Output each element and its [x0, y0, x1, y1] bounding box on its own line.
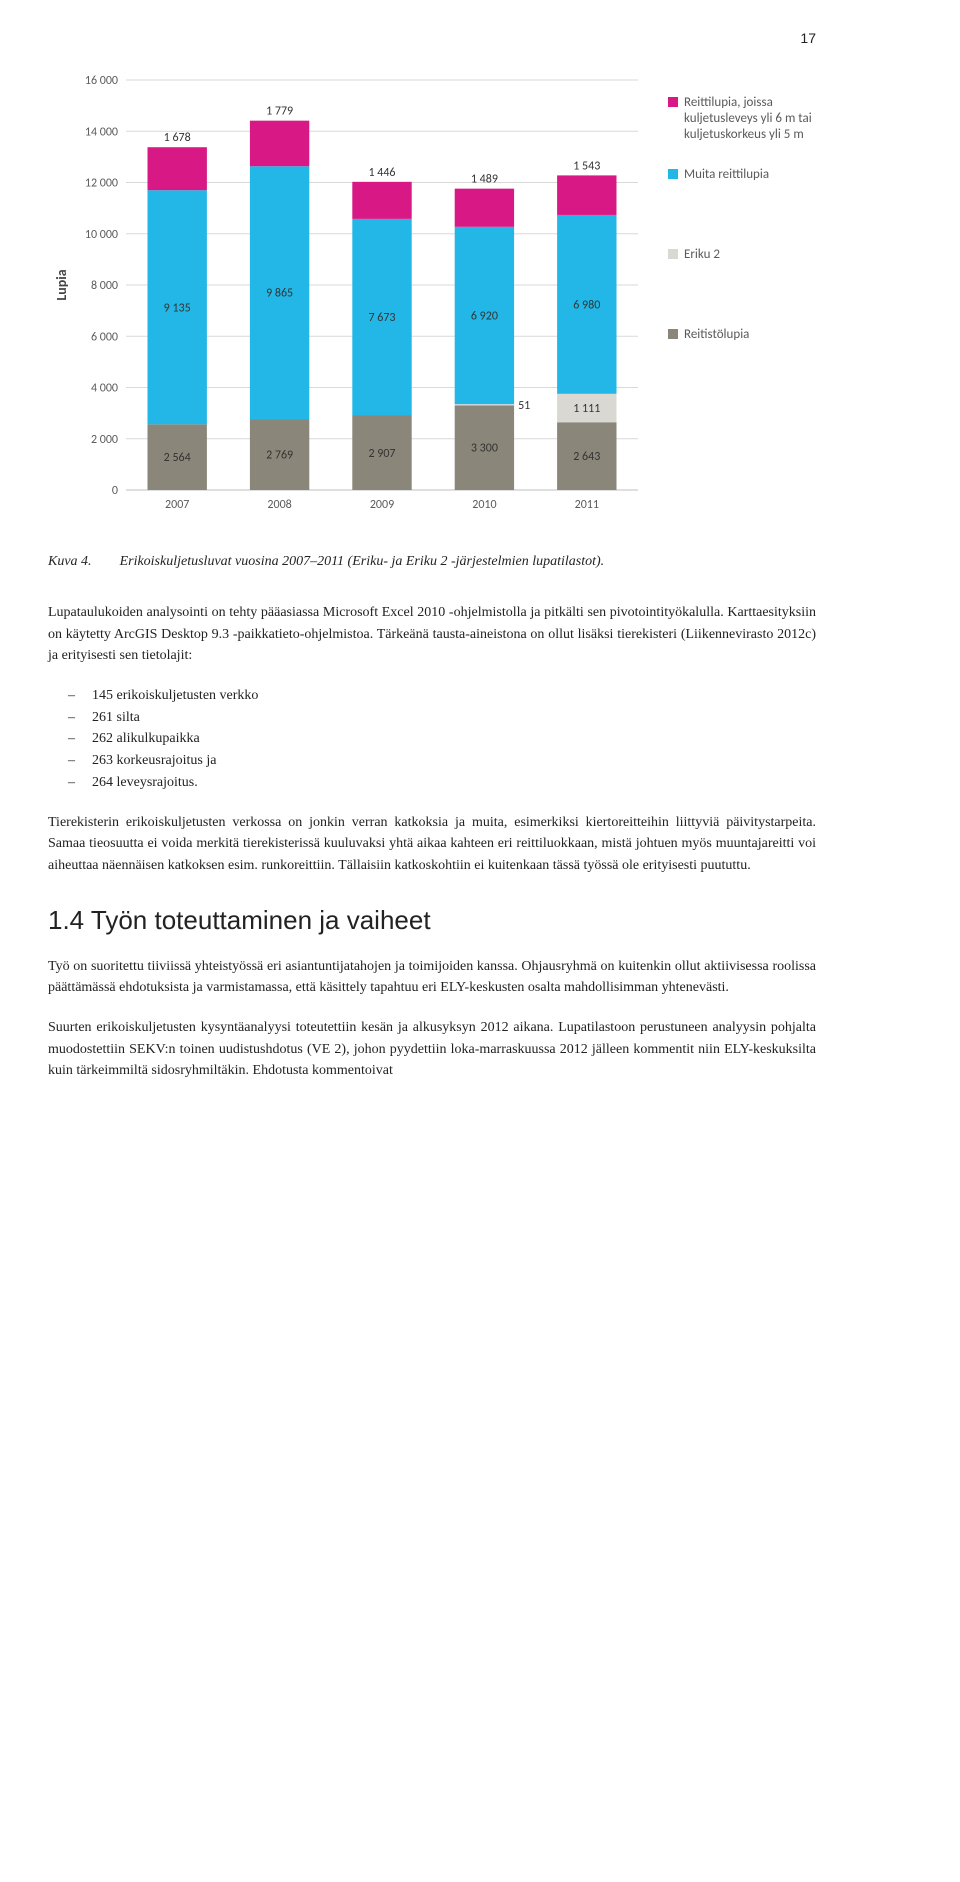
tietolajit-list: 145 erikoiskuljetusten verkko261 silta26…	[48, 685, 816, 793]
svg-text:10 000: 10 000	[85, 228, 118, 242]
svg-text:kuljetusleveys yli 6 m tai: kuljetusleveys yli 6 m tai	[684, 111, 812, 126]
svg-text:2007: 2007	[165, 498, 189, 512]
svg-text:1 489: 1 489	[471, 173, 498, 187]
svg-text:2010: 2010	[472, 498, 496, 512]
svg-text:12 000: 12 000	[85, 177, 118, 191]
svg-text:Reitistölupia: Reitistölupia	[684, 327, 749, 342]
svg-text:7 673: 7 673	[368, 311, 395, 325]
svg-text:9 135: 9 135	[164, 301, 191, 315]
svg-text:2 769: 2 769	[266, 449, 293, 463]
svg-text:6 920: 6 920	[471, 309, 498, 323]
svg-text:Reittilupia, joissa: Reittilupia, joissa	[684, 95, 773, 110]
svg-text:8 000: 8 000	[91, 279, 118, 293]
paragraph-3: Työ on suoritettu tiiviissä yhteistyössä…	[48, 956, 816, 999]
svg-text:Eriku 2: Eriku 2	[684, 247, 720, 262]
svg-text:1 779: 1 779	[266, 105, 293, 119]
caption-text: Erikoiskuljetusluvat vuosina 2007–2011 (…	[120, 554, 816, 570]
svg-text:0: 0	[112, 484, 118, 498]
svg-text:2011: 2011	[575, 498, 599, 512]
svg-text:1 446: 1 446	[368, 166, 395, 180]
svg-text:2 907: 2 907	[368, 447, 395, 461]
paragraph-4: Suurten erikoiskuljetusten kysyntäanalyy…	[48, 1017, 816, 1082]
svg-text:14 000: 14 000	[85, 125, 118, 139]
svg-text:2 564: 2 564	[164, 451, 191, 465]
svg-text:3 300: 3 300	[471, 442, 498, 456]
svg-text:1 111: 1 111	[573, 402, 600, 416]
list-item: 261 silta	[92, 707, 816, 729]
svg-text:6 980: 6 980	[573, 298, 600, 312]
section-heading: 1.4 Työn toteuttaminen ja vaiheet	[48, 905, 816, 936]
list-item: 262 alikulkupaikka	[92, 728, 816, 750]
svg-text:1 678: 1 678	[164, 131, 191, 145]
permits-chart: 0 2 000 4 000 6 000 8 000 10 000 12 000 14 000 1…	[48, 70, 816, 530]
paragraph-1: Lupataulukoiden analysointi on tehty pää…	[48, 602, 816, 667]
svg-text:6 000: 6 000	[91, 330, 118, 344]
svg-text:16 000: 16 000	[85, 74, 118, 88]
page-number: 17	[48, 30, 816, 46]
svg-text:2008: 2008	[267, 498, 291, 512]
list-item: 264 leveysrajoitus.	[92, 772, 816, 794]
svg-text:kuljetuskorkeus yli 5 m: kuljetuskorkeus yli 5 m	[684, 127, 804, 142]
svg-text:2 643: 2 643	[573, 450, 600, 464]
svg-text:4 000: 4 000	[91, 382, 118, 396]
svg-text:51: 51	[518, 399, 530, 413]
svg-text:2009: 2009	[370, 498, 394, 512]
svg-text:1 543: 1 543	[573, 159, 600, 173]
list-item: 145 erikoiskuljetusten verkko	[92, 685, 816, 707]
svg-text:9 865: 9 865	[266, 287, 293, 301]
svg-text:Muita reittilupia: Muita reittilupia	[684, 167, 769, 182]
list-item: 263 korkeusrajoitus ja	[92, 750, 816, 772]
svg-text:Lupia: Lupia	[53, 269, 70, 300]
svg-text:2 000: 2 000	[91, 433, 118, 447]
figure-caption: Kuva 4. Erikoiskuljetusluvat vuosina 200…	[48, 554, 816, 570]
paragraph-2: Tierekisterin erikoiskuljetusten verkoss…	[48, 812, 816, 877]
caption-label: Kuva 4.	[48, 554, 92, 570]
